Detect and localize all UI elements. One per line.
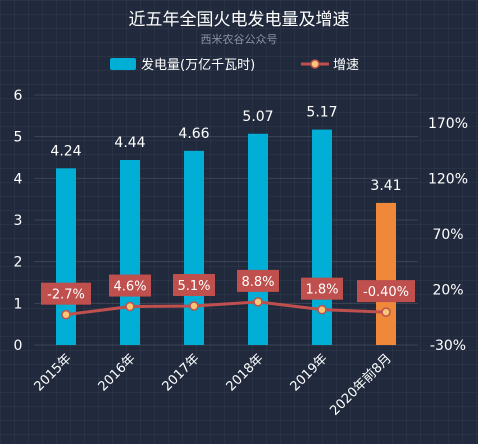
x-tick-label: 2019年 xyxy=(288,351,331,394)
x-tick-label: 2020年前8月 xyxy=(327,351,395,419)
growth-point xyxy=(317,304,327,315)
growth-point xyxy=(253,297,263,307)
y-axis-right: -30% 20% 70% 120% 170% xyxy=(428,116,468,354)
y-left-tick-label: 0 xyxy=(14,338,23,354)
y-left-tick-label: 4 xyxy=(14,171,23,187)
legend[interactable]: 发电量(万亿千瓦时) 增速 xyxy=(110,57,359,73)
y-right-tick-label: 70% xyxy=(432,227,463,243)
growth-label-box xyxy=(109,274,151,297)
x-tick-label: 2017年 xyxy=(160,351,203,394)
growth-label-box xyxy=(237,269,279,292)
y-right-tick-label: -30% xyxy=(430,338,466,354)
chart-title: 近五年全国火电发电量及增速 xyxy=(129,10,350,30)
y-left-tick-label: 1 xyxy=(14,296,23,312)
growth-point xyxy=(381,307,391,317)
growth-point xyxy=(189,301,199,311)
bar xyxy=(248,133,268,345)
bar xyxy=(120,160,140,345)
bar xyxy=(184,150,204,345)
x-tick-label: 2018年 xyxy=(224,351,267,394)
y-right-tick-label: 20% xyxy=(432,282,463,298)
legend-swatch-generation xyxy=(110,58,136,70)
growth-label-box xyxy=(357,280,415,303)
bar-value-label: 3.41 xyxy=(370,178,401,194)
bar-series xyxy=(56,129,396,345)
y-left-tick-label: 3 xyxy=(14,213,23,229)
growth-line xyxy=(65,300,387,317)
growth-label: -0.40% xyxy=(363,285,409,300)
bar-value-labels: 4.24 4.44 4.66 5.07 5.17 3.41 xyxy=(50,105,401,194)
bar-value-label: 5.17 xyxy=(306,105,337,121)
bar-value-label: 5.07 xyxy=(242,109,273,125)
bar xyxy=(376,202,396,345)
legend-swatch-growth-marker xyxy=(310,59,320,69)
growth-label-box xyxy=(173,274,215,296)
y-right-tick-label: 170% xyxy=(428,116,468,132)
y-right-tick-label: 120% xyxy=(428,171,468,187)
y-left-tick-label: 6 xyxy=(14,88,23,104)
growth-point xyxy=(61,309,71,320)
legend-label-growth: 增速 xyxy=(333,58,359,73)
growth-label: -2.7% xyxy=(47,288,85,303)
y-axis-left: 0 1 2 3 4 5 6 xyxy=(14,88,23,354)
gridlines xyxy=(34,94,418,346)
growth-label: 5.1% xyxy=(177,279,210,294)
growth-rate-labels: -2.7% 4.6% 5.1% 8.8% 1.8% -0.40% xyxy=(41,269,415,305)
growth-line-series xyxy=(61,297,391,320)
growth-label: 4.6% xyxy=(113,280,146,295)
growth-label: 8.8% xyxy=(241,275,274,290)
bar-value-label: 4.66 xyxy=(178,126,209,142)
y-left-tick-label: 2 xyxy=(14,255,23,271)
legend-label-generation: 发电量(万亿千瓦时) xyxy=(141,57,255,73)
growth-label-box xyxy=(301,277,343,300)
x-tick-label: 2016年 xyxy=(96,351,139,394)
growth-label: 1.8% xyxy=(305,283,338,298)
growth-label-box xyxy=(41,282,91,305)
bar-value-label: 4.24 xyxy=(50,143,81,159)
chart-subtitle: 西米农谷公众号 xyxy=(201,32,278,46)
y-left-tick-label: 5 xyxy=(14,130,23,146)
bar-value-label: 4.44 xyxy=(114,135,145,151)
x-tick-label: 2015年 xyxy=(32,351,75,394)
growth-point xyxy=(125,301,135,312)
